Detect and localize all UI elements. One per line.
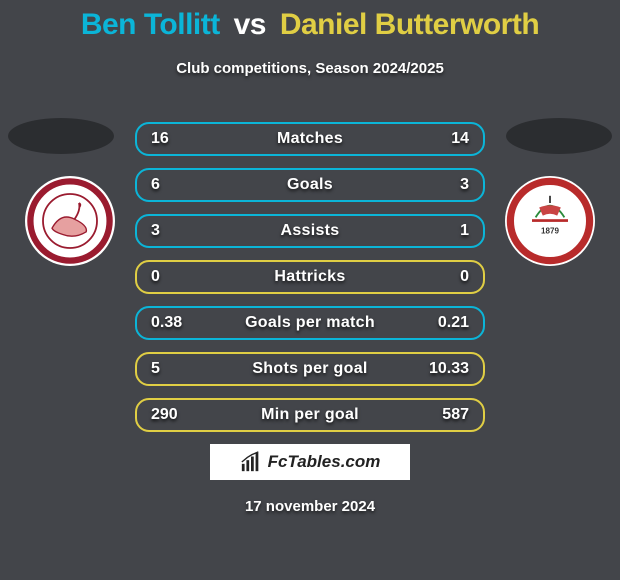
stat-row: 3 Assists 1 [135, 214, 485, 248]
stat-value-right: 587 [442, 406, 469, 424]
stat-label: Goals [287, 176, 333, 194]
comparison-title: Ben Tollitt vs Daniel Butterworth [0, 0, 620, 42]
stat-row: 290 Min per goal 587 [135, 398, 485, 432]
shadow-ellipse-left [8, 118, 114, 154]
player2-name: Daniel Butterworth [280, 8, 539, 41]
stat-row: 16 Matches 14 [135, 122, 485, 156]
stat-value-right: 14 [451, 130, 469, 148]
svg-text:1879: 1879 [541, 227, 559, 236]
stat-value-left: 3 [151, 222, 160, 240]
club-crest-right: 1879 [505, 176, 595, 266]
stat-row: 5 Shots per goal 10.33 [135, 352, 485, 386]
stat-value-left: 16 [151, 130, 169, 148]
stat-value-right: 3 [460, 176, 469, 194]
chart-icon [240, 451, 262, 473]
date-label: 17 november 2024 [0, 498, 620, 515]
brand-label: FcTables.com [268, 452, 381, 472]
stat-value-right: 0 [460, 268, 469, 286]
subtitle: Club competitions, Season 2024/2025 [0, 60, 620, 77]
stat-value-left: 0 [151, 268, 160, 286]
stat-row: 0 Hattricks 0 [135, 260, 485, 294]
stat-value-left: 0.38 [151, 314, 182, 332]
swindon-crest-icon: 1879 [505, 176, 595, 266]
stat-rows: 16 Matches 14 6 Goals 3 3 Assists 1 0 Hattricks 0 0.… [135, 122, 485, 444]
stat-label: Goals per match [245, 314, 375, 332]
shadow-ellipse-right [506, 118, 612, 154]
stat-value-left: 6 [151, 176, 160, 194]
stat-value-right: 10.33 [429, 360, 469, 378]
stat-value-right: 1 [460, 222, 469, 240]
vs-text: vs [234, 8, 266, 41]
stat-label: Shots per goal [252, 360, 367, 378]
stat-value-left: 290 [151, 406, 178, 424]
stat-label: Hattricks [274, 268, 345, 286]
stat-value-right: 0.21 [438, 314, 469, 332]
stat-row: 6 Goals 3 [135, 168, 485, 202]
stat-label: Assists [280, 222, 339, 240]
stat-value-left: 5 [151, 360, 160, 378]
player1-name: Ben Tollitt [81, 8, 220, 41]
morecambe-crest-icon [25, 176, 115, 266]
brand-footer: FcTables.com [210, 444, 410, 480]
stat-label: Min per goal [261, 406, 359, 424]
stat-label: Matches [277, 130, 343, 148]
stat-row: 0.38 Goals per match 0.21 [135, 306, 485, 340]
club-crest-left [25, 176, 115, 266]
